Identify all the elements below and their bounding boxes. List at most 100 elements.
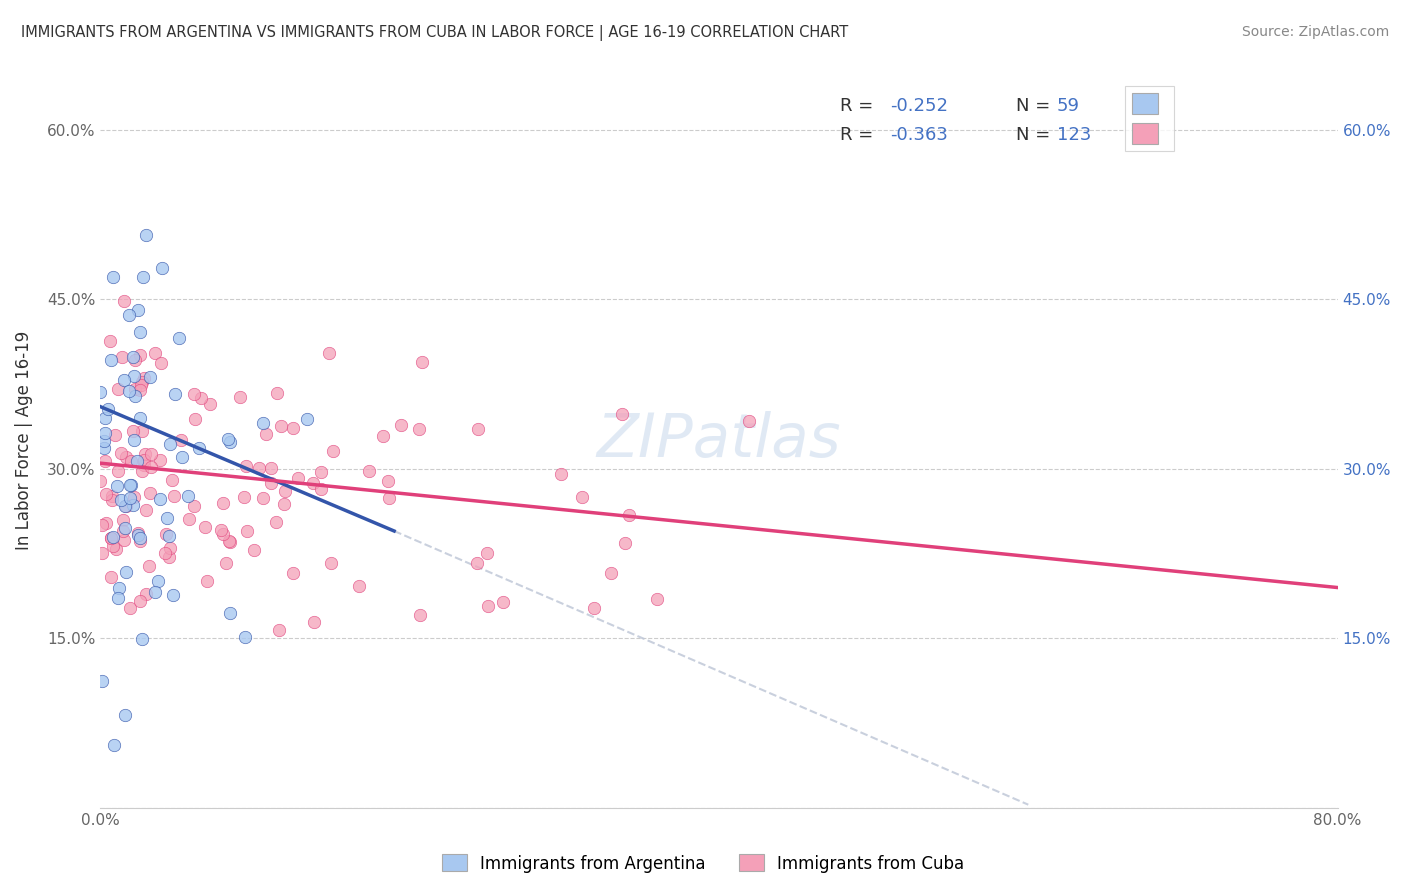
Point	[377, 474, 399, 488]
Text: R =: R =	[841, 127, 879, 145]
Point	[139, 369, 162, 384]
Point	[254, 427, 277, 442]
Point	[149, 356, 172, 370]
Point	[309, 465, 332, 479]
Point	[131, 632, 153, 646]
Point	[177, 489, 200, 503]
Point	[129, 411, 152, 425]
Point	[159, 541, 181, 555]
Point	[645, 591, 668, 606]
Point	[103, 738, 125, 752]
Point	[229, 390, 252, 404]
Point	[115, 499, 138, 513]
Point	[322, 444, 344, 458]
Point	[143, 346, 166, 360]
Point	[134, 458, 156, 473]
Point	[614, 536, 637, 550]
Point	[114, 533, 136, 548]
Point	[281, 566, 304, 581]
Point	[98, 334, 121, 349]
Point	[274, 484, 297, 499]
Point	[132, 452, 155, 467]
Point	[110, 492, 132, 507]
Point	[107, 591, 129, 606]
Point	[135, 503, 157, 517]
Point	[389, 418, 412, 433]
Point	[100, 570, 122, 584]
Point	[122, 433, 145, 447]
Point	[107, 581, 129, 595]
Text: N =: N =	[1017, 97, 1056, 115]
Point	[156, 511, 179, 525]
Point	[162, 473, 184, 487]
Point	[100, 353, 122, 368]
Point	[121, 478, 143, 492]
Point	[212, 496, 235, 510]
Point	[90, 673, 112, 688]
Point	[124, 383, 146, 397]
Point	[183, 387, 205, 401]
Point	[131, 424, 153, 438]
Point	[101, 270, 124, 285]
Text: 59: 59	[1057, 97, 1080, 115]
Point	[107, 464, 129, 478]
Point	[103, 530, 125, 544]
Point	[195, 574, 218, 588]
Point	[118, 478, 141, 492]
Point	[131, 464, 153, 478]
Point	[90, 518, 112, 533]
Point	[124, 353, 146, 368]
Point	[100, 531, 122, 545]
Point	[114, 707, 136, 722]
Point	[583, 601, 606, 615]
Point	[105, 541, 128, 556]
Point	[153, 546, 176, 560]
Point	[93, 410, 115, 425]
Point	[378, 491, 401, 506]
Point	[270, 418, 292, 433]
Point	[132, 370, 155, 384]
Point	[169, 331, 191, 345]
Point	[125, 454, 148, 468]
Point	[162, 588, 184, 602]
Point	[115, 565, 138, 579]
Point	[599, 566, 621, 580]
Point	[235, 459, 257, 474]
Point	[127, 528, 149, 542]
Point	[163, 489, 186, 503]
Point	[149, 492, 172, 507]
Point	[187, 441, 209, 455]
Point	[311, 482, 333, 496]
Point	[218, 534, 240, 549]
Point	[243, 542, 266, 557]
Point	[184, 412, 207, 426]
Point	[211, 526, 233, 541]
Point	[287, 471, 309, 485]
Point	[408, 422, 430, 436]
Point	[94, 454, 117, 468]
Point	[409, 608, 432, 623]
Text: Source: ZipAtlas.com: Source: ZipAtlas.com	[1241, 25, 1389, 39]
Point	[183, 500, 205, 514]
Point	[465, 557, 488, 571]
Point	[159, 437, 181, 451]
Point	[114, 450, 136, 464]
Point	[179, 511, 201, 525]
Point	[103, 539, 125, 553]
Point	[121, 498, 143, 512]
Point	[373, 429, 395, 443]
Point	[114, 499, 136, 513]
Point	[90, 546, 112, 560]
Point	[131, 378, 153, 392]
Point	[89, 384, 111, 399]
Text: 123: 123	[1057, 127, 1091, 145]
Point	[219, 435, 242, 450]
Point	[252, 417, 274, 431]
Point	[247, 461, 270, 475]
Point	[129, 533, 152, 548]
Point	[266, 386, 288, 401]
Point	[135, 227, 157, 242]
Point	[209, 524, 232, 538]
Point	[128, 384, 150, 398]
Point	[138, 558, 160, 573]
